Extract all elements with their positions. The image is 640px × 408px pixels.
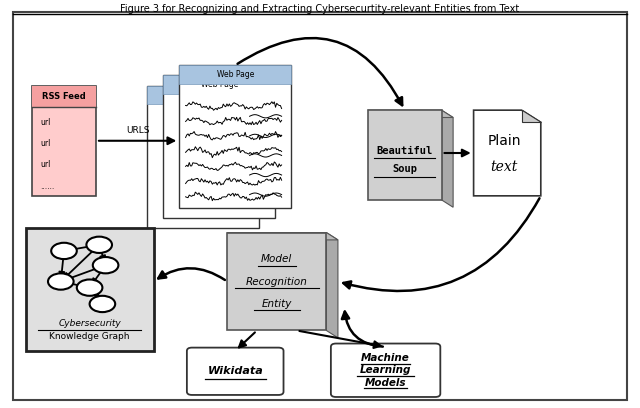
Text: Learning: Learning <box>360 365 412 375</box>
Circle shape <box>93 257 118 273</box>
Polygon shape <box>227 233 338 240</box>
FancyBboxPatch shape <box>163 75 275 94</box>
Text: Web Page: Web Page <box>184 90 222 100</box>
Text: Models: Models <box>365 377 406 388</box>
Text: Knowledge Graph: Knowledge Graph <box>49 332 130 341</box>
Text: RSS Feed: RSS Feed <box>42 92 86 101</box>
Text: Entity: Entity <box>262 299 292 309</box>
Text: Beautiful: Beautiful <box>377 146 433 156</box>
Text: Plain: Plain <box>487 134 521 148</box>
FancyBboxPatch shape <box>331 344 440 397</box>
Text: ......: ...... <box>40 182 54 191</box>
Text: Web Page: Web Page <box>200 80 238 89</box>
Text: URLS: URLS <box>126 126 149 135</box>
Text: text: text <box>490 160 518 174</box>
Text: Web Page: Web Page <box>216 70 254 79</box>
Circle shape <box>77 279 102 296</box>
FancyBboxPatch shape <box>26 228 154 351</box>
Text: Wikidata: Wikidata <box>207 366 263 376</box>
Circle shape <box>51 243 77 259</box>
Text: url: url <box>40 160 51 169</box>
Polygon shape <box>474 110 541 196</box>
Text: url: url <box>40 118 51 127</box>
Circle shape <box>86 237 112 253</box>
Text: Soup: Soup <box>392 164 417 174</box>
Text: Machine: Machine <box>361 353 410 363</box>
FancyBboxPatch shape <box>13 12 627 400</box>
Polygon shape <box>442 110 453 207</box>
FancyBboxPatch shape <box>179 65 291 208</box>
Circle shape <box>48 273 74 290</box>
FancyBboxPatch shape <box>147 86 259 104</box>
FancyBboxPatch shape <box>227 233 326 330</box>
FancyBboxPatch shape <box>368 110 442 200</box>
FancyBboxPatch shape <box>163 75 275 218</box>
Text: Cybersecurity: Cybersecurity <box>58 319 121 328</box>
FancyBboxPatch shape <box>187 348 284 395</box>
Polygon shape <box>368 110 453 118</box>
FancyBboxPatch shape <box>32 86 96 107</box>
Polygon shape <box>326 233 338 338</box>
Text: Figure 3 for Recognizing and Extracting Cybersecurtity-relevant Entities from Te: Figure 3 for Recognizing and Extracting … <box>120 4 520 14</box>
Polygon shape <box>522 110 541 122</box>
FancyBboxPatch shape <box>179 65 291 84</box>
Text: Model: Model <box>261 254 292 264</box>
FancyBboxPatch shape <box>147 86 259 228</box>
Text: url: url <box>40 139 51 148</box>
Text: Recognition: Recognition <box>246 277 308 286</box>
Circle shape <box>90 296 115 312</box>
FancyBboxPatch shape <box>32 86 96 196</box>
